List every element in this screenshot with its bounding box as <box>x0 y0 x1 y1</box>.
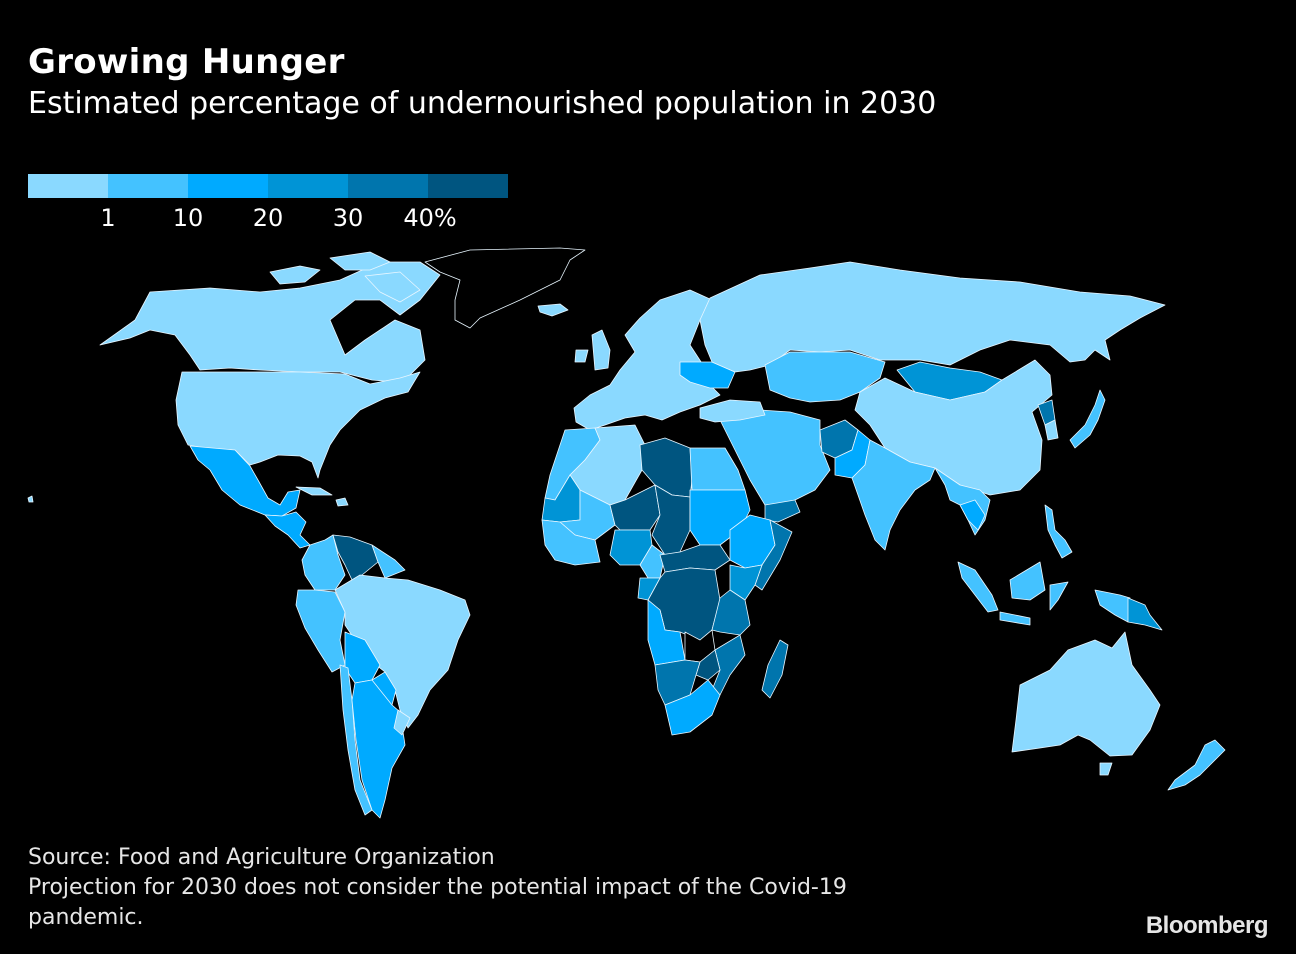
region-thailand <box>959 499 986 531</box>
region-uruguay <box>393 709 411 736</box>
region-niger <box>609 484 661 531</box>
region-tasmania <box>1099 762 1113 776</box>
region-libya <box>639 437 693 498</box>
region-japan <box>1069 389 1106 449</box>
legend-tick: 40% <box>403 204 457 232</box>
region-tanzania <box>711 589 751 636</box>
region-guianas <box>371 544 406 579</box>
legend-swatch-0 <box>28 174 108 198</box>
region-south-africa <box>664 679 721 736</box>
legend-swatch-5 <box>428 174 508 198</box>
region-middle-east <box>719 409 831 511</box>
legend-labels: 1 10 20 30 40% <box>28 204 508 234</box>
region-india <box>851 439 936 551</box>
region-russia <box>699 261 1166 373</box>
region-uk <box>574 329 611 371</box>
region-south-korea <box>1044 419 1059 441</box>
region-new-zealand <box>1167 739 1226 791</box>
legend-swatch-3 <box>268 174 348 198</box>
region-papua-new-guinea <box>1127 597 1163 631</box>
region-mexico <box>189 445 301 517</box>
region-argentina <box>351 679 406 819</box>
region-canada <box>99 261 441 383</box>
region-madagascar <box>761 639 789 699</box>
region-caribbean <box>295 486 349 507</box>
legend-tick: 1 <box>100 204 116 232</box>
region-somalia <box>754 519 793 591</box>
region-australia <box>1011 631 1161 757</box>
region-turkey <box>699 399 766 423</box>
region-arctic-islands <box>269 251 421 303</box>
region-yemen <box>764 499 801 523</box>
footer-notes: Source: Food and Agriculture Organizatio… <box>28 843 847 933</box>
region-indonesia-papua <box>1094 589 1131 623</box>
region-hawaii <box>27 495 34 503</box>
legend-tick: 10 <box>172 204 204 232</box>
chart-title: Growing Hunger <box>28 42 345 82</box>
legend-swatch-2 <box>188 174 268 198</box>
projection-note-line1: Projection for 2030 does not consider th… <box>28 875 847 900</box>
region-mozambique <box>711 634 746 696</box>
legend-tick: 20 <box>252 204 284 232</box>
legend-tick: 30 <box>332 204 364 232</box>
region-philippines <box>1044 504 1073 559</box>
region-namibia <box>654 659 701 706</box>
region-cameroon <box>639 544 666 579</box>
color-legend <box>28 174 508 198</box>
bloomberg-logo: Bloomberg <box>1145 912 1269 939</box>
region-europe <box>573 289 721 431</box>
region-egypt <box>689 447 746 491</box>
source-note: Source: Food and Agriculture Organizatio… <box>28 845 495 870</box>
region-angola <box>647 599 686 666</box>
region-central-america <box>264 511 311 549</box>
legend-swatch-1 <box>108 174 188 198</box>
projection-note-line2: pandemic. <box>28 905 144 930</box>
region-west-africa <box>541 519 601 566</box>
region-indonesia <box>957 561 1069 626</box>
region-greenland <box>424 247 586 329</box>
chart-subtitle: Estimated percentage of undernourished p… <box>28 86 937 121</box>
legend-swatch-4 <box>348 174 428 198</box>
region-colombia <box>301 534 346 591</box>
region-kazakhstan <box>764 351 886 403</box>
world-map <box>0 240 1296 840</box>
region-peru <box>295 589 346 673</box>
region-iceland <box>537 303 569 317</box>
